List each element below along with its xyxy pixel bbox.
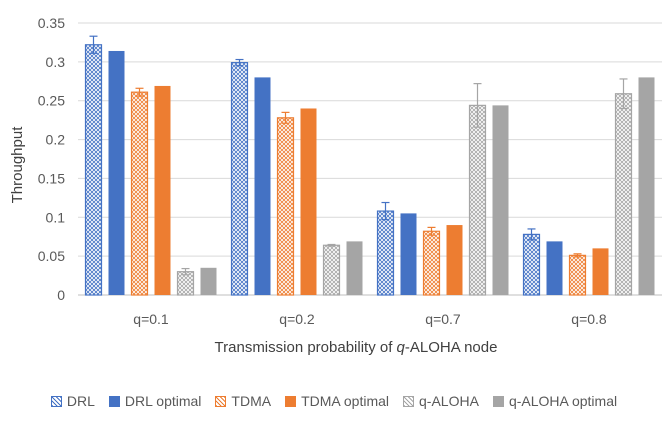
legend-swatch (285, 395, 297, 407)
error-bar (381, 201, 390, 221)
legend-label: DRL optimal (124, 393, 202, 409)
bar-tdma-1 (276, 117, 295, 296)
bar-tdma-2 (422, 230, 441, 296)
bar-q-aloha-optimal-0 (200, 267, 217, 295)
x-tick-label: q=0.2 (279, 311, 315, 327)
x-axis-title-part-1: Transmission probability of (215, 339, 397, 356)
bar-tdma-optimal-0 (154, 85, 171, 295)
y-tick-label: 0.35 (38, 15, 65, 31)
bar-drl-optimal-2 (400, 213, 417, 295)
error-bar (181, 267, 190, 276)
bar-drl-optimal-3 (546, 241, 563, 295)
y-tick-label: 0.2 (46, 132, 66, 148)
bar-drl-optimal-0 (108, 50, 125, 295)
error-bar (619, 78, 628, 110)
legend: DRL DRL optimal TDMA TDMA optimal q-ALOHA q-A… (0, 390, 668, 412)
legend-label: TDMA optimal (301, 393, 390, 409)
bar-q-aloha-optimal-1 (346, 241, 363, 295)
bar-q-aloha-optimal-3 (638, 77, 655, 296)
legend-swatch (403, 395, 415, 407)
x-tick-label: q=0.1 (133, 311, 169, 327)
x-axis-title-part-3: -ALOHA node (405, 339, 498, 356)
bar-q-aloha-optimal-2 (492, 105, 509, 296)
x-tick-label: q=0.7 (425, 311, 461, 327)
x-axis-title: Transmission probability of q-ALOHA node (215, 339, 498, 356)
legend-swatch (50, 395, 62, 407)
legend-label: q-ALOHA optimal (508, 393, 618, 409)
error-bar (427, 226, 436, 236)
bar-tdma-3 (568, 254, 587, 296)
x-tick-label: q=0.8 (571, 311, 607, 327)
error-bar (235, 58, 244, 67)
bar-q-aloha-3 (614, 93, 633, 296)
y-tick-label: 0 (57, 287, 65, 303)
bar-tdma-optimal-1 (300, 108, 317, 295)
y-tick-label: 0.25 (38, 93, 65, 109)
bar-drl-optimal-1 (254, 77, 271, 296)
error-bar (281, 111, 290, 124)
y-tick-label: 0.1 (46, 209, 66, 225)
error-bar (527, 228, 536, 241)
legend-item: q-ALOHA (403, 393, 479, 409)
error-bar (89, 35, 98, 54)
bar-q-aloha-1 (322, 244, 341, 296)
bar-tdma-0 (130, 91, 149, 296)
legend-swatch (492, 395, 504, 407)
legend-item: DRL (50, 393, 95, 409)
bar-q-aloha-2 (468, 104, 487, 296)
bar-drl-1 (230, 62, 249, 296)
bar-drl-0 (84, 44, 103, 296)
gridlines (78, 22, 662, 296)
legend-label: q-ALOHA (419, 393, 479, 409)
error-bar (327, 243, 336, 247)
error-bar (573, 253, 582, 258)
y-axis-ticks: 0 0.05 0.1 0.15 0.2 0.25 0.3 0.35 (38, 15, 65, 303)
bar-drl-2 (376, 210, 395, 296)
legend-item: TDMA optimal (285, 393, 389, 409)
y-tick-label: 0.3 (46, 54, 66, 70)
y-tick-label: 0.15 (38, 170, 65, 186)
y-tick-label: 0.05 (38, 248, 65, 264)
bars (84, 35, 655, 296)
x-axis-title-part-2: q (397, 339, 406, 356)
bar-tdma-optimal-2 (446, 225, 463, 295)
legend-item: TDMA (215, 393, 271, 409)
legend-item: q-ALOHA optimal (492, 393, 618, 409)
y-axis-title: Throughput (9, 126, 26, 204)
legend-swatch (108, 395, 120, 407)
error-bar (135, 87, 144, 97)
bar-tdma-optimal-3 (592, 248, 609, 295)
error-bar (473, 83, 482, 128)
legend-item: DRL optimal (108, 393, 202, 409)
bar-drl-3 (522, 233, 541, 296)
x-axis-ticks: q=0.1 q=0.2 q=0.7 q=0.8 (133, 311, 607, 327)
legend-label: DRL (66, 393, 95, 409)
legend-swatch (215, 395, 227, 407)
legend-label: TDMA (231, 393, 272, 409)
